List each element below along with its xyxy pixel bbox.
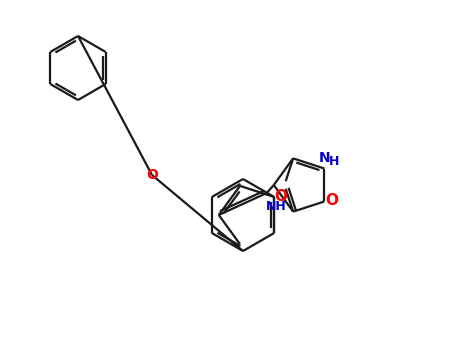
Text: NH: NH (266, 199, 287, 212)
Text: O: O (274, 189, 287, 204)
Text: O: O (146, 168, 158, 182)
Text: N: N (318, 150, 330, 164)
Text: O: O (325, 193, 338, 208)
Text: H: H (329, 155, 339, 168)
